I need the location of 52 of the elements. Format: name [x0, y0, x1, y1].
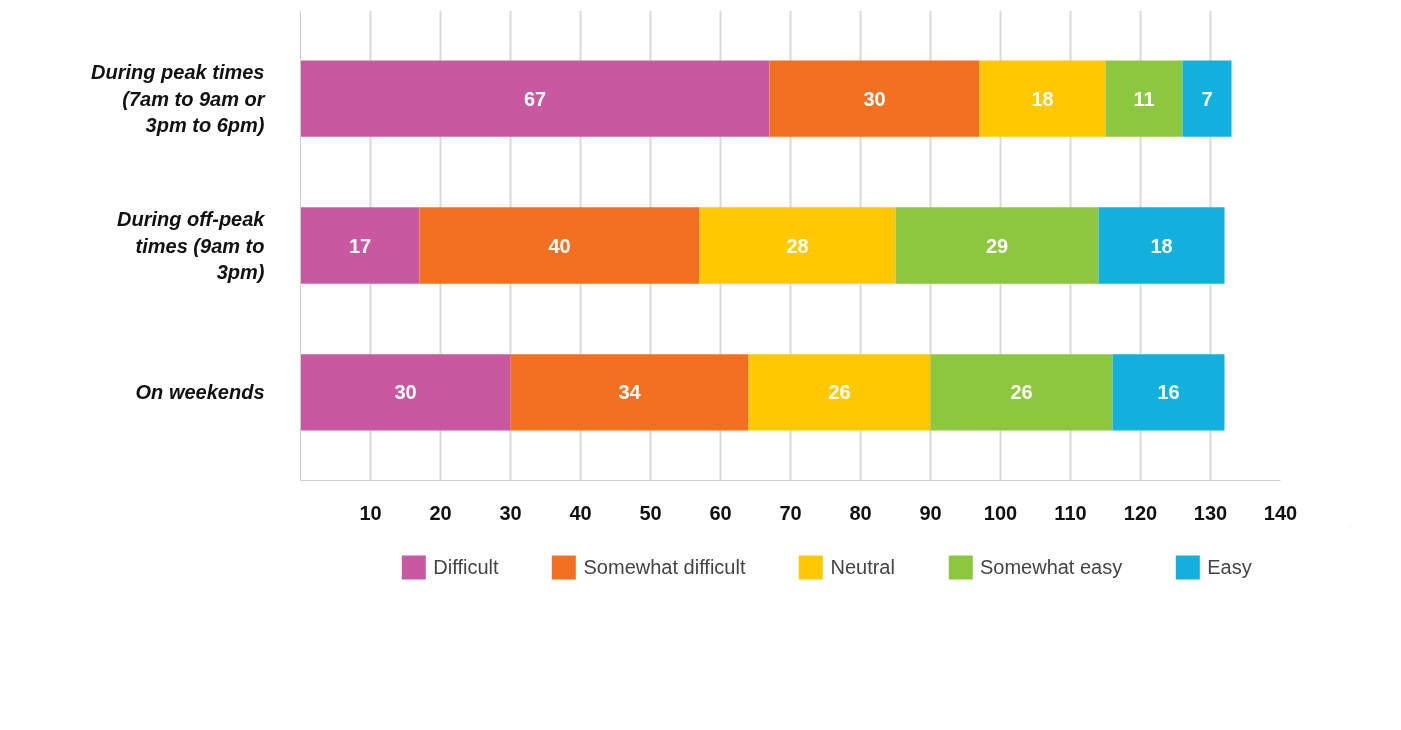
- legend-label: Neutral: [830, 555, 895, 579]
- x-tick-label: 30: [499, 501, 522, 524]
- y-tick-label: During off-peak times (9am to 3pm): [117, 208, 266, 283]
- bar: [1112, 354, 1225, 431]
- x-tick-label: 40: [569, 501, 592, 524]
- bar: [300, 354, 511, 431]
- data-label: 17: [348, 234, 372, 257]
- x-tick-label: 50: [639, 501, 662, 524]
- legend-label: Easy: [1207, 555, 1252, 579]
- legend-label: Difficult: [433, 555, 499, 579]
- data-label: 16: [1157, 381, 1180, 404]
- legend-label: Somewhat easy: [979, 555, 1123, 579]
- x-tick-label: 110: [1054, 501, 1087, 524]
- bar: [895, 207, 1099, 284]
- data-label: 26: [828, 381, 851, 404]
- x-tick-label: 70: [779, 501, 802, 524]
- data-label: 7: [1201, 87, 1213, 110]
- x-tick-label: 130: [1193, 501, 1228, 524]
- bar: [300, 207, 420, 284]
- data-label: 26: [1010, 381, 1033, 404]
- bar: [979, 60, 1106, 137]
- y-tick-label: During peak times (7am to 9am or 3pm to 6pm): [91, 61, 266, 137]
- legend-label: Somewhat difficult: [583, 555, 746, 579]
- data-label: 67: [523, 87, 547, 110]
- bar: [1182, 60, 1232, 137]
- x-tick-label: 90: [919, 501, 942, 524]
- x-tick-label: 60: [709, 501, 732, 524]
- y-tick-label: On weekends: [135, 381, 265, 404]
- bar: [510, 354, 749, 431]
- bar: [769, 60, 980, 137]
- data-label: 18: [1031, 87, 1054, 110]
- bar: [1098, 207, 1225, 284]
- x-tick-label: 100: [983, 501, 1018, 524]
- bar: [1105, 60, 1183, 137]
- x-tick-label: 140: [1263, 501, 1298, 524]
- data-label: 18: [1150, 234, 1173, 257]
- x-tick-label: 20: [429, 501, 452, 524]
- data-label: 28: [786, 234, 809, 257]
- bar: [300, 60, 770, 137]
- data-label: 40: [548, 234, 571, 257]
- data-label: 29: [985, 234, 1009, 257]
- x-tick-label: 10: [359, 501, 382, 524]
- bar: [930, 354, 1113, 431]
- data-label: 30: [863, 87, 886, 110]
- data-label: 11: [1133, 87, 1155, 110]
- x-tick-label: 80: [849, 501, 872, 524]
- bar: [748, 354, 931, 431]
- x-tick-label: 120: [1123, 501, 1158, 524]
- bar: [699, 207, 896, 284]
- data-label: 30: [394, 381, 417, 404]
- bar: [419, 207, 700, 284]
- data-label: 34: [618, 381, 642, 404]
